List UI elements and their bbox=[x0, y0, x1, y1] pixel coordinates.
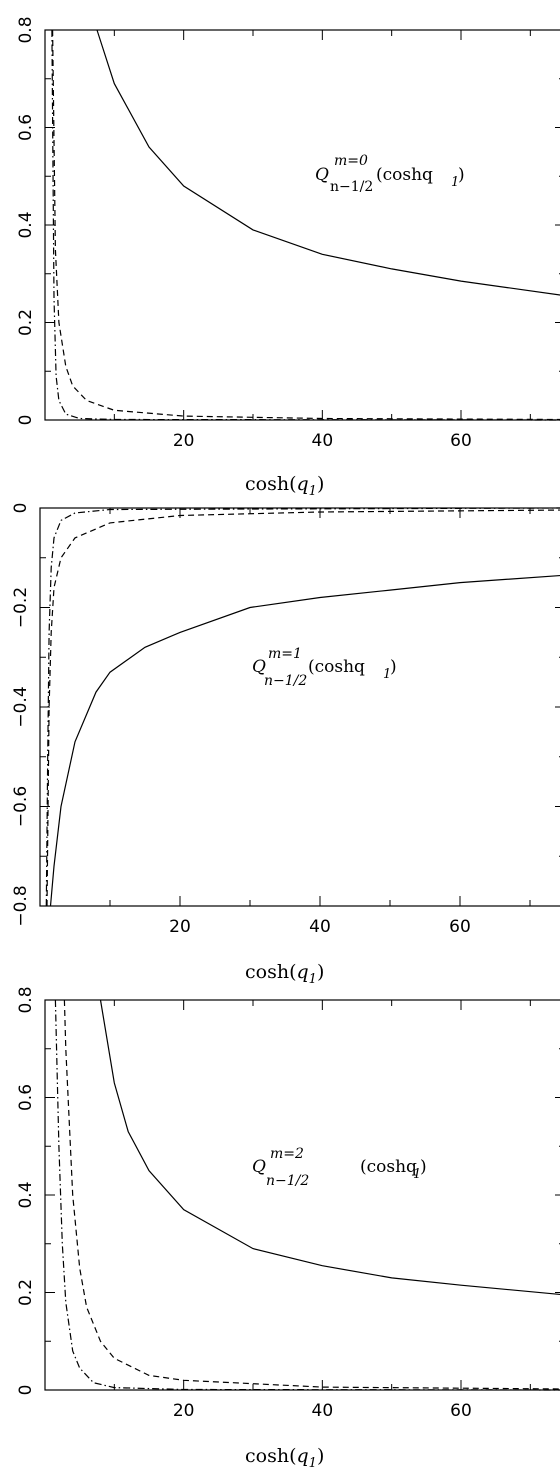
curve-annotation: Q m=0 n−1/2 (coshq 1 ) bbox=[315, 153, 465, 195]
annotation-sub: n−1/2 bbox=[264, 673, 307, 689]
y-tick-label: 0 bbox=[11, 503, 31, 514]
annotation-arg-sub: 1 bbox=[451, 175, 459, 190]
annotation-sup: m=2 bbox=[270, 1146, 304, 1162]
y-tick-label: 0 bbox=[16, 1385, 36, 1396]
annotation-q: Q bbox=[252, 1157, 266, 1177]
annotation-q: Q bbox=[252, 657, 266, 677]
svg-text:cosh(q1): cosh(q1) bbox=[245, 961, 324, 987]
series-solid bbox=[49, 574, 560, 907]
x-tick-label: 40 bbox=[312, 431, 334, 451]
y-tick-label: 0.4 bbox=[16, 1181, 36, 1208]
svg-text:cosh(q1): cosh(q1) bbox=[245, 1445, 324, 1470]
x-axis-label: cosh(q1) bbox=[245, 961, 324, 987]
x-tick-label: 40 bbox=[309, 917, 331, 937]
y-tick-label: 0.8 bbox=[16, 16, 36, 43]
x-tick-label: 20 bbox=[173, 1401, 195, 1421]
annotation-q: Q bbox=[315, 165, 329, 185]
x-tick-label: 20 bbox=[173, 431, 195, 451]
panel-m1: 20 40 60 0 −0.2 −0.4 −0.6 −0.8 Q m=1 n−1/2 (cos… bbox=[11, 503, 560, 987]
annotation-arg: (coshq bbox=[376, 165, 433, 185]
annotation-close: ) bbox=[420, 1157, 427, 1177]
annotation-arg-sub: 1 bbox=[413, 1167, 421, 1182]
series-dashdot bbox=[51, 29, 560, 421]
series-dashed bbox=[52, 29, 560, 421]
annotation-sub: n−1/2 bbox=[330, 179, 373, 195]
plot-frame bbox=[44, 29, 560, 421]
y-tick-label: −0.4 bbox=[11, 686, 31, 727]
y-tick-label: 0.2 bbox=[16, 1279, 36, 1306]
y-tick-label: 0.6 bbox=[16, 1084, 36, 1111]
series-dashed bbox=[63, 999, 560, 1390]
annotation-close: ) bbox=[390, 657, 397, 677]
tick-group: 20 40 60 0 0.2 0.4 0.6 0.8 bbox=[16, 16, 560, 451]
y-tick-label: 0.4 bbox=[16, 211, 36, 238]
x-tick-label: 60 bbox=[449, 917, 471, 937]
y-tick-label: 0.2 bbox=[16, 309, 36, 336]
annotation-arg: (coshq bbox=[360, 1157, 417, 1177]
x-axis-label: cosh(q1) bbox=[245, 473, 324, 499]
series-group bbox=[54, 999, 560, 1391]
annotation-arg: (coshq bbox=[308, 657, 365, 677]
x-tick-label: 40 bbox=[312, 1401, 334, 1421]
x-tick-label: 60 bbox=[450, 431, 472, 451]
annotation-arg-sub: 1 bbox=[383, 667, 391, 682]
y-tick-label: 0 bbox=[16, 415, 36, 426]
x-tick-label: 60 bbox=[450, 1401, 472, 1421]
y-tick-label: 0.6 bbox=[16, 114, 36, 141]
series-group bbox=[45, 507, 560, 907]
series-dashed bbox=[46, 509, 560, 907]
y-tick-label: 0.8 bbox=[16, 986, 36, 1013]
y-tick-label: −0.2 bbox=[11, 587, 31, 628]
series-solid bbox=[96, 29, 560, 296]
x-tick-label: 20 bbox=[169, 917, 191, 937]
annotation-sup: m=1 bbox=[268, 646, 302, 662]
curve-annotation: Q m=2 n−1/2 (coshq 1 ) bbox=[252, 1146, 427, 1189]
tick-group: 20 40 60 0 0.2 0.4 0.6 0.8 bbox=[16, 986, 560, 1421]
plot-frame bbox=[44, 999, 560, 1391]
x-axis-label: cosh(q1) bbox=[245, 1445, 324, 1470]
series-dashdot bbox=[45, 507, 560, 907]
annotation-close: ) bbox=[458, 165, 465, 185]
series-dashdot bbox=[54, 999, 560, 1391]
panel-m2: 20 40 60 0 0.2 0.4 0.6 0.8 Q m=2 n−1/2 (coshq 1… bbox=[16, 986, 560, 1470]
panel-m0: 20 40 60 0 0.2 0.4 0.6 0.8 Q m=0 n−1/2 (coshq 1… bbox=[16, 16, 560, 499]
curve-annotation: Q m=1 n−1/2 (coshq 1 ) bbox=[252, 646, 397, 689]
series-solid bbox=[99, 999, 560, 1296]
series-group bbox=[51, 29, 560, 421]
tick-group: 20 40 60 0 −0.2 −0.4 −0.6 −0.8 bbox=[11, 503, 560, 937]
annotation-sub: n−1/2 bbox=[266, 1173, 309, 1189]
y-tick-label: −0.8 bbox=[11, 885, 31, 926]
svg-text:cosh(q1): cosh(q1) bbox=[245, 473, 324, 499]
annotation-sup: m=0 bbox=[334, 153, 368, 169]
plot-frame bbox=[39, 507, 560, 907]
y-tick-label: −0.6 bbox=[11, 786, 31, 827]
